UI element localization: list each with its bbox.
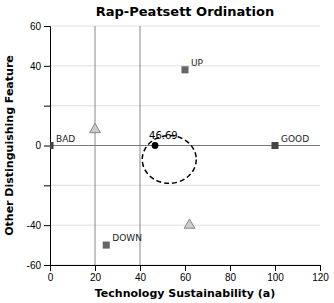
triangle-point — [90, 123, 101, 132]
triangle-point — [184, 219, 195, 228]
y-tick — [44, 185, 50, 186]
marks — [50, 26, 320, 265]
grid-line — [50, 225, 320, 226]
circle — [142, 136, 196, 184]
tick-label: 40 — [135, 272, 147, 283]
x-axis: 0 20 40 60 80 100 120 — [48, 265, 330, 283]
x-tick: 80 — [225, 265, 237, 283]
x-tick: 100 — [267, 265, 284, 283]
y-tick: 60 — [30, 21, 50, 32]
square-point — [103, 242, 110, 249]
tick-mark — [44, 66, 50, 67]
point-label: 46.69 — [149, 130, 178, 141]
tick-label: 20 — [90, 272, 102, 283]
tick-mark — [95, 265, 96, 271]
y-tick: -60 — [27, 260, 50, 271]
x-tick: 40 — [135, 265, 147, 283]
tick-label: -60 — [27, 260, 42, 271]
grid-line — [50, 145, 320, 146]
point-label: GOOD — [281, 134, 309, 144]
point-label: UP — [191, 58, 204, 68]
x-tick: 120 — [312, 265, 329, 283]
square-point — [181, 66, 188, 73]
grid — [50, 26, 320, 265]
tick-mark — [44, 26, 50, 27]
y-tick: 40 — [30, 61, 50, 72]
tick-mark — [275, 265, 276, 271]
reference-line — [95, 26, 96, 265]
y-tick — [44, 106, 50, 107]
tick-mark — [44, 106, 50, 107]
tick-label: 0 — [48, 272, 54, 283]
square-point — [50, 142, 54, 149]
tick-mark — [140, 265, 141, 271]
x-axis-title: Technology Sustainability (a) — [95, 287, 275, 300]
reference-line — [140, 26, 141, 265]
tick-label: 0 — [35, 140, 41, 151]
chart: 0 20 40 60 80 100 120 -60 -40 0 40 60 BAD GOOD UP DOWN 4… — [0, 0, 334, 303]
grid-line — [50, 185, 320, 186]
reference-line — [50, 145, 320, 146]
tick-label: 80 — [225, 272, 237, 283]
point-labels: BAD GOOD UP DOWN 46.69 — [56, 58, 309, 243]
square-point — [271, 142, 278, 149]
tick-mark — [320, 265, 321, 271]
circle-point — [152, 142, 159, 149]
y-tick: 0 — [35, 140, 50, 151]
x-tick: 20 — [90, 265, 102, 283]
x-tick: 60 — [180, 265, 192, 283]
point-label: BAD — [56, 134, 75, 144]
grid-line — [50, 105, 320, 106]
y-tick: -40 — [27, 220, 50, 231]
axis-line — [44, 27, 51, 266]
tick-label: 100 — [267, 272, 284, 283]
tick-mark — [185, 265, 186, 271]
point-label: DOWN — [112, 233, 142, 243]
tick-label: 40 — [30, 61, 42, 72]
tick-label: 60 — [180, 272, 192, 283]
y-axis: -60 -40 0 40 60 — [27, 21, 51, 271]
grid-line — [50, 65, 320, 66]
x-tick: 0 — [48, 265, 54, 283]
axis-line — [51, 266, 321, 272]
tick-mark — [230, 265, 231, 271]
plot: 0 20 40 60 80 100 120 -60 -40 0 40 60 BAD GOOD UP DOWN 4… — [27, 21, 330, 283]
tick-mark — [44, 146, 50, 147]
tick-label: 120 — [312, 272, 329, 283]
y-axis-title: Other Distinguishing Feature — [3, 55, 16, 236]
tick-mark — [44, 185, 50, 186]
tick-mark — [44, 225, 50, 226]
grid-line — [50, 26, 320, 27]
tick-mark — [44, 265, 50, 266]
title: Rap-Peatsett Ordination — [96, 4, 274, 19]
tick-label: -40 — [27, 220, 42, 231]
tick-label: 60 — [30, 21, 42, 32]
